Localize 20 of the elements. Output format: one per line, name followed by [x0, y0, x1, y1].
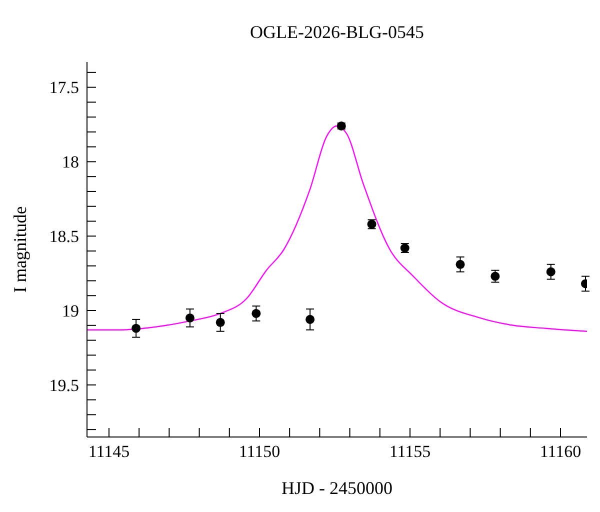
- x-tick-label: 11145: [88, 442, 130, 462]
- chart-title: OGLE-2026-BLG-0545: [250, 22, 424, 42]
- point: [216, 318, 225, 327]
- x-tick-label: 11160: [540, 442, 582, 462]
- point: [306, 314, 315, 324]
- x-axis-title: HJD - 2450000: [282, 478, 392, 498]
- y-tick-label: 17.5: [49, 78, 79, 98]
- point: [252, 308, 261, 318]
- y-tick-label: 19: [62, 301, 79, 320]
- point: [185, 313, 194, 322]
- y-axis-title: I magnitude: [10, 206, 30, 293]
- point: [456, 260, 465, 269]
- x-tick-label: 11150: [238, 442, 280, 462]
- point: [132, 324, 141, 333]
- x-tick-label: 11155: [389, 442, 431, 462]
- y-tick-label: 18: [62, 152, 79, 172]
- y-tick-label: 18.5: [49, 227, 79, 246]
- y-tick-label: 19.5: [49, 376, 79, 395]
- point: [546, 267, 556, 276]
- point: [490, 272, 500, 281]
